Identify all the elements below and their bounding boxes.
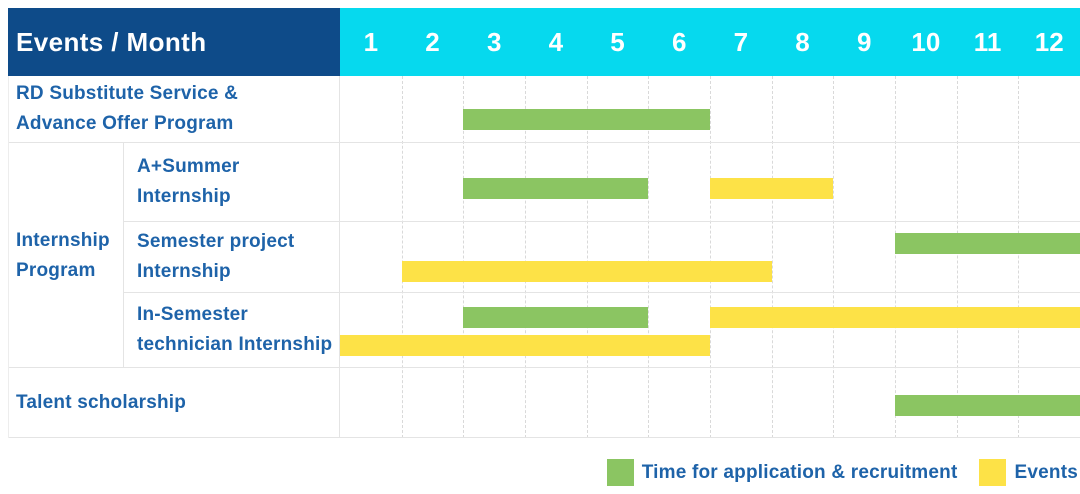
row-chart-area	[340, 143, 1080, 222]
month-header-4: 4	[548, 26, 564, 57]
gantt-bar-event	[340, 335, 710, 356]
gantt-bar-application	[463, 178, 649, 199]
legend-label: Events	[1014, 461, 1078, 483]
row-label: A+Summer Internship	[123, 143, 340, 222]
row-label: Semester project Internship	[123, 222, 340, 293]
row-chart-area	[340, 368, 1080, 437]
group-label: Internship Program	[16, 229, 110, 281]
table-header-row: Events / Month 1 2 3 4 5 6 7 8 9 10 11 12	[8, 8, 1080, 76]
gantt-bar-application	[463, 307, 649, 328]
legend-item: Events	[979, 459, 1078, 486]
legend-label: Time for application & recruitment	[641, 461, 958, 483]
gantt-body: RD Substitute Service & Advance Offer Pr…	[8, 76, 1080, 438]
row-chart-area	[340, 76, 1080, 142]
month-header-10: 10	[911, 26, 941, 57]
month-header-8: 8	[795, 26, 810, 57]
gantt-bar-event	[710, 307, 1080, 328]
month-header-6: 6	[671, 26, 687, 57]
gantt-row-2: Semester project Internship	[9, 222, 1080, 293]
row-chart-area	[340, 293, 1080, 367]
month-header-5: 5	[610, 26, 625, 57]
legend-swatch-yellow	[979, 459, 1007, 486]
gantt-row-4: Talent scholarship	[9, 368, 1080, 438]
month-header-2: 2	[425, 26, 440, 57]
month-header-row: 1 2 3 4 5 6 7 8 9 10 11 12	[340, 8, 1080, 76]
month-header-9: 9	[856, 26, 872, 57]
gantt-bar-event	[710, 178, 834, 199]
gantt-bar-application	[895, 233, 1080, 254]
legend: Time for application & recruitment Events	[606, 459, 1078, 486]
row-label: In-Semester technician Internship	[123, 293, 340, 367]
row-chart-area	[340, 222, 1080, 293]
gantt-bar-application	[463, 109, 710, 130]
month-header-1: 1	[363, 26, 379, 57]
month-header-11: 11	[973, 26, 1002, 57]
schedule-table: Events / Month 1 2 3 4 5 6 7 8 9 10 11 12 RD Substi…	[8, 8, 1080, 438]
gantt-row-0: RD Substitute Service & Advance Offer Pr…	[9, 76, 1080, 143]
month-header-12: 12	[1034, 26, 1064, 57]
month-header-7: 7	[733, 26, 749, 57]
legend-swatch-green	[606, 459, 634, 486]
row-label: Talent scholarship	[9, 368, 340, 437]
legend-item: Time for application & recruitment	[606, 459, 958, 486]
gantt-bar-application	[895, 395, 1080, 416]
events-month-header: Events / Month	[8, 8, 340, 76]
gantt-row-1: A+Summer Internship	[9, 143, 1080, 222]
gantt-bar-event	[401, 261, 772, 282]
month-header-3: 3	[486, 26, 502, 57]
row-label: RD Substitute Service & Advance Offer Pr…	[9, 76, 340, 142]
gantt-row-3: In-Semester technician Internship	[9, 293, 1080, 368]
